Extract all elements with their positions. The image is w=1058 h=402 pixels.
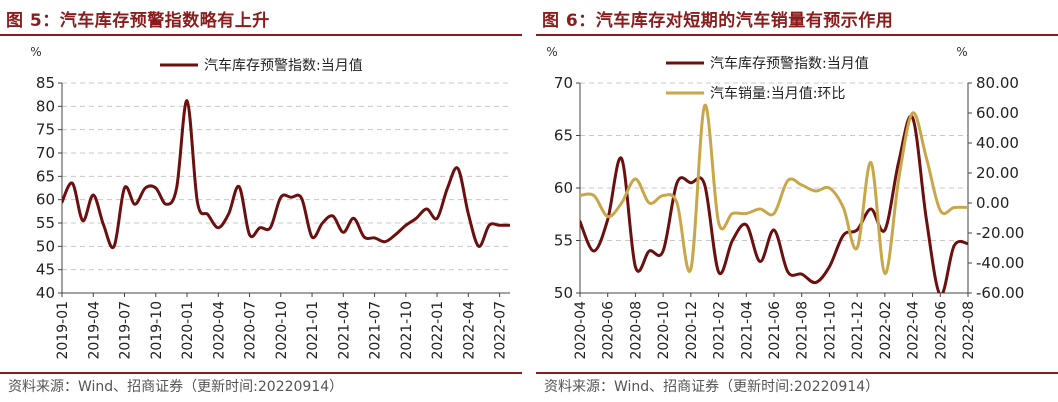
x-tick-label: 2020-10 [274, 301, 290, 360]
chart-panel-inventory: 图 5：汽车库存预警指数略有上升 40 45 50 55 60 65 70 75 80 85% 20… [0, 0, 522, 402]
y2-tick-label: 40.00 [976, 134, 1019, 152]
y2-tick-label: 60.00 [976, 104, 1019, 122]
x-tick-label: 2022-01 [430, 301, 446, 360]
x-tick-label: 2019-10 [149, 301, 165, 360]
x-tick-label: 2021-01 [305, 301, 321, 360]
legend-label: 汽车库存预警指数:当月值 [204, 57, 363, 74]
x-tick-label: 2020-06 [601, 301, 617, 360]
x-tick-label: 2022-02 [878, 301, 894, 360]
y-tick-label: 50 [554, 284, 573, 302]
x-tick-label: 2022-04 [461, 301, 477, 360]
y2-tick-label: -40.00 [976, 254, 1024, 272]
y-tick-label: 45 [36, 261, 55, 279]
legend-label: 汽车销量:当月值:环比 [710, 85, 845, 102]
y-tick-label: 65 [36, 167, 55, 185]
source-note: 资料来源：Wind、招商证券（更新时间:20220914） [8, 379, 344, 395]
x-tick-label: 2020-10 [656, 301, 672, 360]
source-rule [536, 372, 1058, 374]
y-tick-label: 60 [554, 179, 573, 197]
chart-panel-inventory-vs-sales: 图 6：汽车库存对短期的汽车销量有预示作用 50 55 60 65 70% -60.00 -… [536, 0, 1058, 402]
x-tick-label: 2021-07 [368, 301, 384, 360]
x-tick-label: 2021-08 [795, 301, 811, 360]
x-tick-label: 2019-01 [55, 301, 71, 360]
x-tick-label: 2021-02 [712, 301, 728, 360]
x-tick-label: 2022-08 [961, 301, 977, 360]
source-note: 资料来源：Wind、招商证券（更新时间:20220914） [544, 379, 880, 395]
x-tick-label: 2022-04 [906, 301, 922, 360]
y-tick-label: 40 [36, 284, 55, 302]
x-tick-label: 2021-06 [767, 301, 783, 360]
gridlines [62, 82, 510, 271]
x-tick-label: 2019-04 [86, 301, 102, 360]
x-tick-label: 2020-08 [628, 301, 644, 360]
x-tick-label: 2021-12 [850, 301, 866, 360]
x-tick-label: 2020-04 [573, 301, 589, 360]
y-tick-label: 55 [36, 214, 55, 232]
y2-tick-label: 80.00 [976, 74, 1019, 92]
x-tick-label: 2021-10 [822, 301, 838, 360]
series-line-2 [580, 103, 968, 276]
y-tick-label: 80 [36, 97, 55, 115]
gridlines [580, 82, 968, 241]
source-rule [0, 372, 522, 374]
x-tick-label: 2020-01 [180, 301, 196, 360]
y-tick-label: 85 [36, 74, 55, 92]
y-tick-label: 60 [36, 191, 55, 209]
x-tick-label: 2021-04 [336, 301, 352, 360]
x-tick-label: 2020-12 [684, 301, 700, 360]
y-tick-label: 75 [36, 121, 55, 139]
y2-tick-label: -20.00 [976, 224, 1024, 242]
y2-tick-label: 0.00 [976, 194, 1009, 212]
inventory-index-chart: 40 45 50 55 60 65 70 75 80 85% 2019-01 2019-04 2019-… [30, 45, 510, 360]
x-tick-label: 2021-10 [399, 301, 415, 360]
figure-title: 图 5：汽车库存预警指数略有上升 [6, 11, 270, 31]
x-tick-label: 2022-07 [493, 301, 509, 360]
x-tick-label: 2020-07 [243, 301, 259, 360]
title-rule [536, 34, 1058, 36]
x-tick-label: 2019-07 [118, 301, 134, 360]
series-line-1 [62, 99, 510, 250]
x-tick-label: 2021-04 [739, 301, 755, 360]
legend-label: 汽车库存预警指数:当月值 [710, 55, 869, 72]
title-rule [0, 34, 522, 36]
inventory-vs-sales-chart: 50 55 60 65 70% -60.00 -40.00 -20.00 0.00 20.00 40… [546, 45, 1024, 360]
y-axis-unit: % [546, 45, 557, 59]
y-tick-label: 50 [36, 237, 55, 255]
x-tick-label: 2020-04 [211, 301, 227, 360]
x-tick-label: 2022-06 [933, 301, 949, 360]
y2-tick-label: -60.00 [976, 284, 1024, 302]
series-line-1 [580, 114, 968, 293]
y-axis-unit: % [30, 45, 41, 59]
y-tick-label: 70 [36, 144, 55, 162]
y-tick-label: 55 [554, 232, 573, 250]
y2-tick-label: 20.00 [976, 164, 1019, 182]
y-tick-label: 70 [554, 74, 573, 92]
y-tick-label: 65 [554, 127, 573, 145]
y2-axis-unit: % [956, 45, 967, 59]
figure-title: 图 6：汽车库存对短期的汽车销量有预示作用 [542, 11, 894, 31]
